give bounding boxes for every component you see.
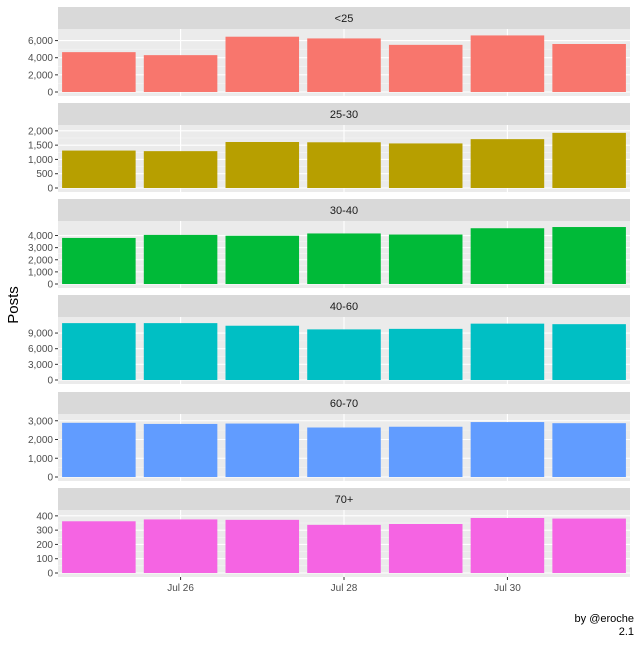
bar xyxy=(225,142,300,188)
bar xyxy=(307,524,381,573)
bar xyxy=(307,427,381,477)
y-tick-label: 2,000 xyxy=(28,255,53,266)
y-tick-label: 0 xyxy=(47,184,53,195)
bar xyxy=(307,142,381,188)
bar xyxy=(388,328,463,380)
y-tick-label: 4,000 xyxy=(28,231,53,242)
y-tick-label: 0 xyxy=(47,376,53,387)
y-axis-title: Posts xyxy=(5,286,22,324)
bar xyxy=(470,422,545,477)
facet-strip-label: 30-40 xyxy=(330,205,358,217)
y-tick-label: 1,000 xyxy=(28,454,53,465)
y-tick-label: 2,000 xyxy=(28,435,53,446)
facet-strip xyxy=(58,392,630,414)
bar xyxy=(62,237,136,284)
bar xyxy=(225,519,300,573)
x-tick-label: Jul 30 xyxy=(494,583,521,594)
y-tick-label: 300 xyxy=(36,526,53,537)
facet-strip-label: 25-30 xyxy=(330,109,358,121)
y-tick-label: 6,000 xyxy=(28,36,53,47)
y-tick-label: 3,000 xyxy=(28,416,53,427)
y-tick-label: 1,000 xyxy=(28,155,53,166)
bar xyxy=(225,423,300,477)
y-tick-label: 0 xyxy=(47,280,53,291)
y-tick-label: 200 xyxy=(36,540,53,551)
y-tick-label: 2,000 xyxy=(28,126,53,137)
bar xyxy=(388,44,463,92)
bar xyxy=(470,323,545,380)
bar xyxy=(307,329,381,380)
y-tick-label: 1,000 xyxy=(28,267,53,278)
facet-strip-label: <25 xyxy=(335,13,354,25)
bar xyxy=(552,44,626,92)
y-tick-label: 6,000 xyxy=(28,344,53,355)
facet-strip-label: 60-70 xyxy=(330,398,358,410)
bar xyxy=(307,38,381,92)
bar xyxy=(470,518,545,573)
x-tick-label: Jul 28 xyxy=(331,583,358,594)
bar xyxy=(143,55,218,92)
bar xyxy=(62,52,136,92)
facet-strip xyxy=(58,199,630,221)
bar xyxy=(552,324,626,380)
bar xyxy=(552,423,626,477)
bar xyxy=(552,518,626,573)
bar xyxy=(388,426,463,477)
y-tick-label: 3,000 xyxy=(28,360,53,371)
bar xyxy=(470,228,545,284)
y-tick-label: 3,000 xyxy=(28,243,53,254)
bar xyxy=(62,422,136,477)
y-tick-label: 100 xyxy=(36,554,53,565)
bar xyxy=(62,323,136,380)
y-tick-label: 2,000 xyxy=(28,70,53,81)
bar xyxy=(388,234,463,284)
y-tick-label: 0 xyxy=(47,88,53,99)
bar xyxy=(143,323,218,380)
bar xyxy=(552,227,626,284)
bar xyxy=(143,423,218,477)
bar xyxy=(143,519,218,573)
y-tick-label: 0 xyxy=(47,569,53,580)
facet-strip xyxy=(58,488,630,510)
bar xyxy=(62,521,136,573)
facet-strip-label: 40-60 xyxy=(330,301,358,313)
bar xyxy=(225,325,300,380)
y-tick-label: 500 xyxy=(36,169,53,180)
caption-author: by @eroche xyxy=(574,613,634,625)
x-tick-label: Jul 26 xyxy=(167,583,194,594)
bar xyxy=(225,36,300,92)
y-tick-label: 400 xyxy=(36,511,53,522)
bar xyxy=(470,139,545,188)
bar xyxy=(388,143,463,188)
bar xyxy=(470,35,545,92)
facet-strip xyxy=(58,295,630,317)
facet-strip xyxy=(58,103,630,125)
bar xyxy=(143,151,218,188)
y-tick-label: 4,000 xyxy=(28,53,53,64)
facet-strip xyxy=(58,7,630,29)
bar xyxy=(143,234,218,284)
caption-version: 2.1 xyxy=(618,626,634,638)
bar xyxy=(552,132,626,188)
y-tick-label: 1,500 xyxy=(28,141,53,152)
bar xyxy=(388,524,463,573)
bar xyxy=(307,233,381,284)
facet-strip-label: 70+ xyxy=(335,494,354,506)
bar xyxy=(225,235,300,284)
y-tick-label: 0 xyxy=(47,473,53,484)
y-tick-label: 9,000 xyxy=(28,329,53,340)
bar xyxy=(62,150,136,188)
